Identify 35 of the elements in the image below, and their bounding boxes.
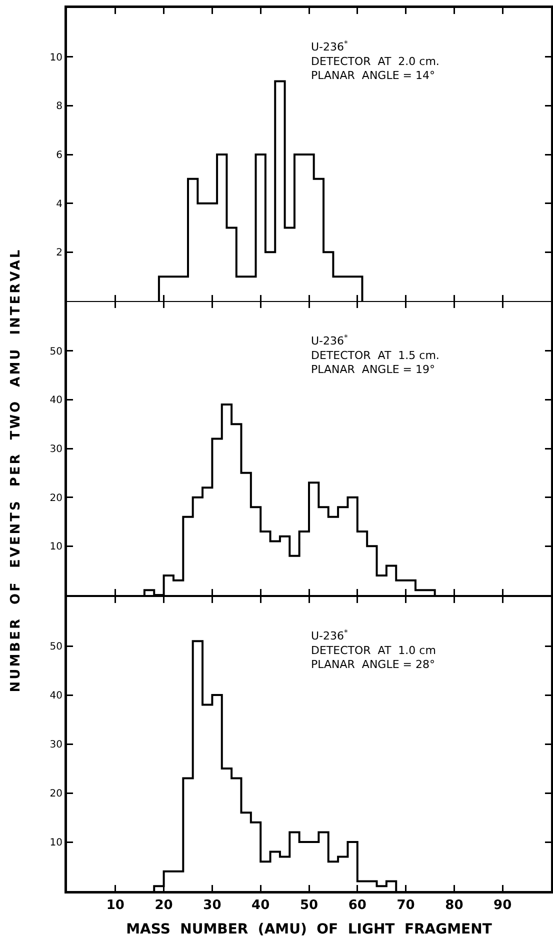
y-tick-label: 10 — [50, 542, 62, 553]
annotation: PLANAR ANGLE = 28° — [311, 658, 435, 672]
annotation: U-236$^{*}$ — [311, 628, 348, 643]
y-tick-label: 40 — [50, 395, 62, 406]
y-axis-title: NUMBER OF EVENTS PER TWO AMU INTERVAL — [8, 248, 24, 692]
x-axis-title: MASS NUMBER (AMU) OF LIGHT FRAGMENT — [126, 922, 492, 938]
y-tick-label: 6 — [56, 150, 62, 161]
x-tick-label: 50 — [300, 898, 318, 914]
y-tick-label: 4 — [56, 198, 62, 210]
y-tick-label: 30 — [50, 444, 62, 455]
x-tick-label: 40 — [252, 898, 270, 914]
x-tick-label: 90 — [494, 898, 512, 914]
y-tick-label: 20 — [50, 492, 62, 504]
x-tick-label: 80 — [445, 898, 464, 914]
annotation: DETECTOR AT 2.0 cm. — [311, 54, 440, 68]
x-tick-label: 30 — [203, 898, 222, 914]
x-tick-label: 70 — [396, 898, 415, 914]
y-tick-label: 50 — [50, 642, 62, 652]
y-tick-label: 40 — [50, 690, 62, 702]
x-tick-label: 20 — [154, 898, 173, 914]
annotation: PLANAR ANGLE = 14° — [311, 69, 435, 82]
annotation: DETECTOR AT 1.0 cm — [311, 644, 436, 657]
y-tick-label: 2 — [56, 248, 62, 259]
y-tick-label: 8 — [56, 101, 62, 112]
y-tick-label: 50 — [50, 346, 62, 358]
y-tick-label: 30 — [50, 740, 62, 750]
annotation: DETECTOR AT 1.5 cm. — [311, 348, 440, 362]
y-tick-label: 10 — [50, 52, 62, 64]
annotation: PLANAR ANGLE = 19° — [311, 363, 435, 376]
x-tick-label: 10 — [106, 898, 124, 914]
y-tick-label: 10 — [50, 838, 62, 848]
y-tick-label: 20 — [50, 788, 62, 800]
x-tick-label: 60 — [348, 898, 366, 914]
annotation: U-236$^{*}$ — [311, 333, 348, 348]
annotation: U-236$^{*}$ — [311, 39, 348, 54]
